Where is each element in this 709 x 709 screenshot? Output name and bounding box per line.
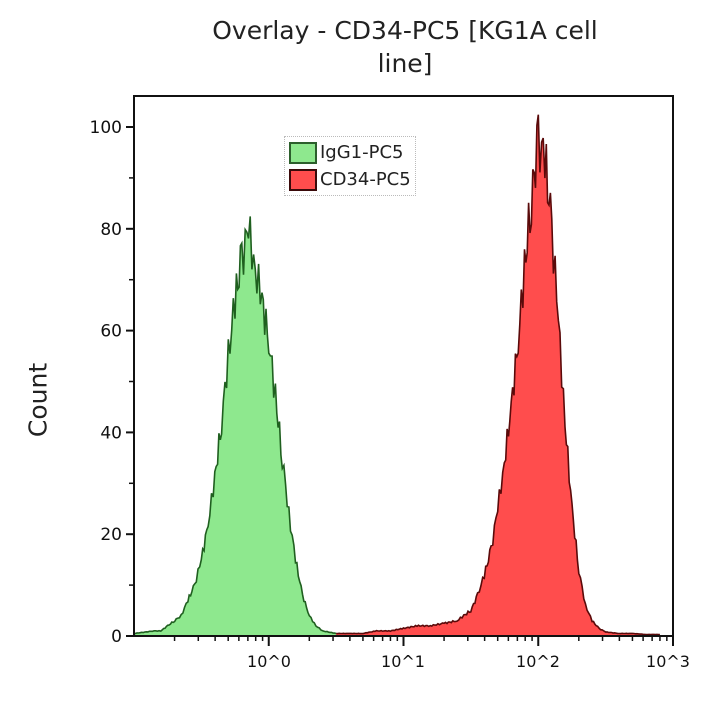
y-tick-label: 80 [100, 220, 122, 240]
y-tick-label: 20 [100, 525, 122, 545]
chart-title: Overlay - CD34-PC5 [KG1A cell line] [100, 14, 709, 80]
legend-swatch-igg1 [289, 141, 317, 164]
legend-label-cd34: CD34-PC5 [320, 169, 411, 190]
x-tick-label-10-0: 10^0 [247, 652, 291, 671]
legend-swatch-cd34 [289, 168, 317, 191]
series-fill-0 [134, 216, 337, 636]
legend-item-cd34: CD34-PC5 [289, 166, 411, 193]
series-line-0 [133, 216, 337, 635]
chart-title-line-2: line] [377, 49, 433, 78]
legend-item-igg1: IgG1-PC5 [289, 139, 411, 166]
x-tick-label-10-2: 10^2 [516, 652, 560, 671]
x-tick-label-10-3: 10^3 [646, 652, 690, 671]
series-fill-1 [336, 114, 660, 636]
chart-title-line-1: Overlay - CD34-PC5 [KG1A cell [212, 16, 598, 45]
y-tick-label: 100 [90, 118, 122, 138]
series-line-1 [336, 114, 660, 636]
legend: IgG1-PC5 CD34-PC5 [284, 136, 416, 196]
y-tick-label: 60 [100, 322, 122, 342]
x-tick-label-10-1: 10^1 [381, 652, 425, 671]
legend-label-igg1: IgG1-PC5 [320, 142, 404, 163]
y-tick-label: 0 [111, 627, 122, 647]
y-tick-label: 40 [100, 423, 122, 443]
